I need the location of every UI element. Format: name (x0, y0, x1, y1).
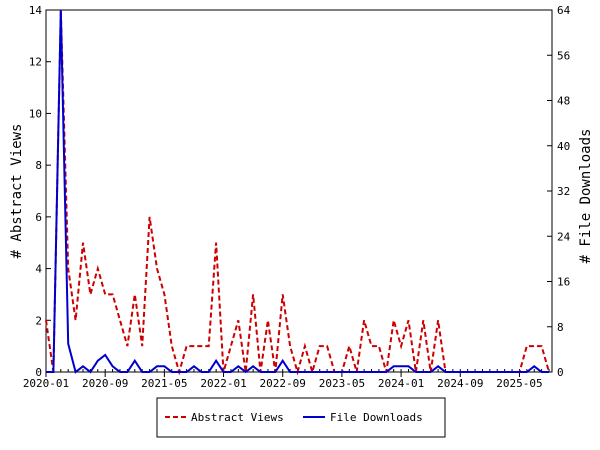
y-tick-label-left: 10 (29, 107, 42, 120)
y-tick-label-left: 6 (35, 211, 42, 224)
x-tick-label: 2020-09 (82, 377, 128, 390)
legend-label-views: Abstract Views (191, 411, 284, 424)
y-tick-label-right: 48 (557, 95, 570, 108)
y-axis-title-right: # File Downloads (578, 129, 594, 264)
y-tick-label-left: 14 (29, 4, 43, 17)
abstract-views-line (45, 9, 550, 376)
series-lines (45, 9, 550, 376)
y-tick-label-right: 16 (557, 276, 570, 289)
x-tick-label: 2020-01 (23, 377, 69, 390)
legend: Abstract Views File Downloads (156, 397, 446, 438)
y-tick-label-right: 40 (557, 140, 570, 153)
y-tick-label-left: 8 (35, 159, 42, 172)
y-tick-label-right: 0 (557, 366, 564, 379)
y-tick-label-right: 32 (557, 185, 570, 198)
y-tick-label-right: 8 (557, 321, 564, 334)
y-tick-label-left: 0 (35, 366, 42, 379)
x-tick-label: 2022-09 (260, 377, 306, 390)
x-tick-label: 2024-01 (378, 377, 424, 390)
legend-box (156, 397, 446, 438)
y-axis-title-left: # Abstract Views (9, 124, 25, 259)
y-tick-label-left: 4 (35, 263, 42, 276)
y-tick-label-left: 12 (29, 56, 42, 69)
plot-frame (45, 9, 553, 373)
y-tick-label-left: 2 (35, 314, 42, 327)
x-tick-label: 2023-05 (319, 377, 365, 390)
legend-label-downloads: File Downloads (330, 411, 423, 424)
x-tick-label: 2021-05 (141, 377, 187, 390)
x-tick-label: 2024-09 (437, 377, 483, 390)
y-tick-label-right: 24 (557, 230, 571, 243)
x-tick-label: 2022-01 (200, 377, 246, 390)
y-tick-label-right: 64 (557, 4, 571, 17)
file-downloads-line (46, 9, 549, 374)
y-tick-label-right: 56 (557, 49, 570, 62)
x-tick-label: 2025-05 (496, 377, 542, 390)
